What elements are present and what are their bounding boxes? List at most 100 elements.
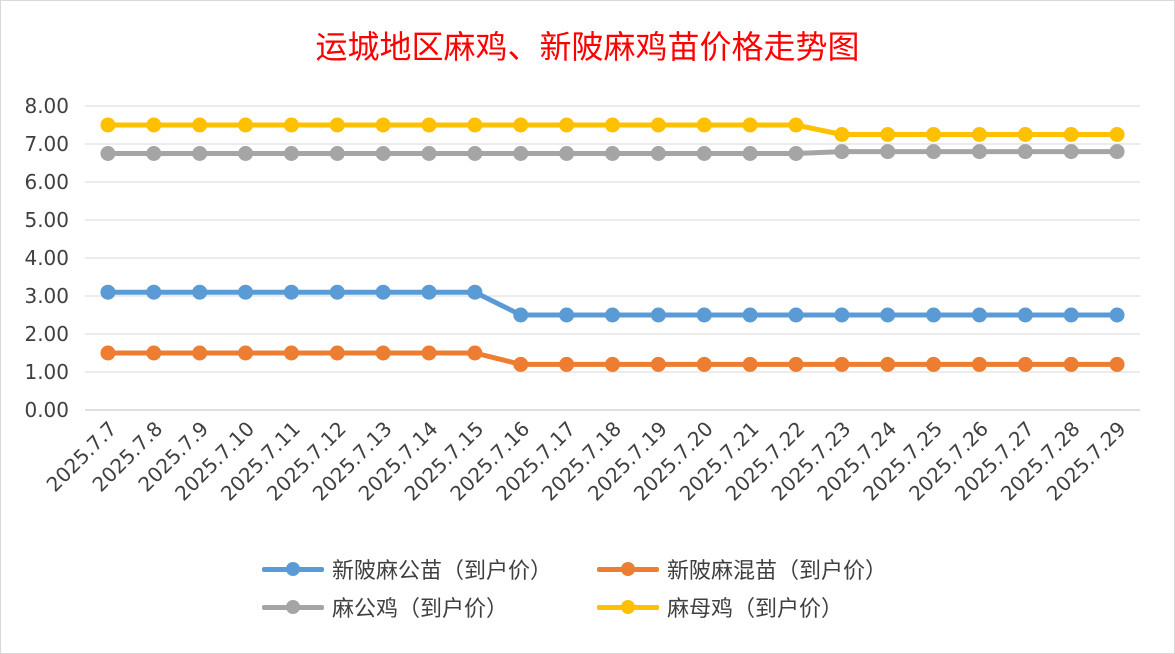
data-point bbox=[238, 284, 254, 300]
data-point bbox=[1017, 307, 1033, 323]
data-point bbox=[650, 356, 666, 372]
data-point bbox=[283, 117, 299, 133]
data-point bbox=[100, 117, 116, 133]
data-point bbox=[971, 307, 987, 323]
data-point bbox=[513, 117, 529, 133]
data-point bbox=[283, 284, 299, 300]
data-point bbox=[146, 146, 162, 161]
y-tick-label: 8.00 bbox=[24, 94, 69, 118]
data-point bbox=[880, 127, 896, 142]
data-point bbox=[467, 146, 483, 161]
legend-item: 麻公鸡（到户价） bbox=[262, 591, 597, 623]
chart-title: 运城地区麻鸡、新陂麻鸡苗价格走势图 bbox=[315, 28, 860, 66]
legend-label: 新陂麻混苗（到户价） bbox=[667, 559, 888, 584]
data-point bbox=[788, 356, 804, 372]
data-point bbox=[100, 345, 116, 361]
data-point bbox=[100, 146, 116, 161]
data-point bbox=[467, 284, 483, 300]
data-point bbox=[605, 307, 620, 323]
y-tick-label: 7.00 bbox=[24, 132, 69, 156]
data-point bbox=[696, 117, 712, 133]
data-point bbox=[605, 356, 620, 372]
data-point bbox=[467, 117, 483, 133]
data-point bbox=[513, 146, 529, 161]
data-point bbox=[742, 307, 758, 323]
data-point bbox=[650, 307, 666, 323]
data-point bbox=[880, 144, 896, 160]
data-point bbox=[696, 307, 712, 323]
data-point bbox=[742, 117, 758, 133]
data-point bbox=[788, 307, 804, 323]
data-point bbox=[329, 284, 345, 300]
legend-label: 麻公鸡（到户价） bbox=[332, 597, 509, 622]
legend-item: 麻母鸡（到户价） bbox=[597, 591, 932, 623]
data-point bbox=[421, 345, 437, 361]
data-point bbox=[926, 356, 942, 372]
data-point bbox=[650, 146, 666, 161]
legend-swatch bbox=[597, 562, 659, 576]
data-point bbox=[1017, 144, 1033, 160]
data-point bbox=[696, 146, 712, 161]
legend-swatch-marker bbox=[621, 562, 635, 576]
data-point bbox=[100, 284, 116, 300]
data-point bbox=[1017, 127, 1033, 142]
data-point bbox=[329, 345, 345, 361]
data-point bbox=[513, 307, 529, 323]
data-point bbox=[192, 284, 208, 300]
data-point bbox=[238, 345, 254, 361]
data-point bbox=[192, 146, 208, 161]
data-point bbox=[559, 146, 575, 161]
data-point bbox=[742, 146, 758, 161]
legend-swatch bbox=[262, 562, 324, 576]
y-tick-label: 6.00 bbox=[24, 170, 69, 194]
data-point bbox=[926, 307, 942, 323]
legend: 新陂麻公苗（到户价） 新陂麻混苗（到户价） 麻公鸡（到户价） 麻母鸡（到户价） bbox=[262, 550, 982, 626]
data-point bbox=[1063, 307, 1079, 323]
data-point bbox=[559, 307, 575, 323]
data-point bbox=[834, 144, 850, 160]
data-point bbox=[1109, 127, 1125, 142]
legend-row: 麻公鸡（到户价） 麻母鸡（到户价） bbox=[262, 588, 982, 626]
y-tick-label: 1.00 bbox=[24, 360, 69, 384]
data-point bbox=[559, 356, 575, 372]
data-point bbox=[834, 307, 850, 323]
legend-label: 麻母鸡（到户价） bbox=[667, 597, 844, 622]
data-point bbox=[329, 146, 345, 161]
legend-swatch-marker bbox=[286, 562, 300, 576]
data-point bbox=[971, 356, 987, 372]
y-tick-label: 3.00 bbox=[24, 284, 69, 308]
data-point bbox=[880, 356, 896, 372]
data-point bbox=[742, 356, 758, 372]
data-point bbox=[421, 284, 437, 300]
data-point bbox=[513, 356, 529, 372]
legend-label: 新陂麻公苗（到户价） bbox=[332, 559, 553, 584]
data-point bbox=[192, 117, 208, 133]
data-point bbox=[1063, 144, 1079, 160]
data-point bbox=[238, 117, 254, 133]
data-point bbox=[650, 117, 666, 133]
data-point bbox=[834, 127, 850, 142]
legend-swatch-marker bbox=[621, 600, 635, 614]
legend-swatch-marker bbox=[286, 600, 300, 614]
data-point bbox=[1109, 356, 1125, 372]
data-point bbox=[283, 345, 299, 361]
data-point bbox=[788, 117, 804, 133]
data-point bbox=[926, 127, 942, 142]
data-point bbox=[834, 356, 850, 372]
data-point bbox=[1017, 356, 1033, 372]
data-point bbox=[421, 146, 437, 161]
legend-item: 新陂麻混苗（到户价） bbox=[597, 553, 932, 585]
y-tick-label: 2.00 bbox=[24, 322, 69, 346]
data-point bbox=[971, 127, 987, 142]
data-point bbox=[146, 345, 162, 361]
data-point bbox=[238, 146, 254, 161]
data-point bbox=[421, 117, 437, 133]
data-point bbox=[880, 307, 896, 323]
data-point bbox=[971, 144, 987, 160]
data-point bbox=[1063, 356, 1079, 372]
data-point bbox=[605, 117, 620, 133]
legend-swatch bbox=[262, 600, 324, 614]
y-tick-label: 4.00 bbox=[24, 246, 69, 270]
